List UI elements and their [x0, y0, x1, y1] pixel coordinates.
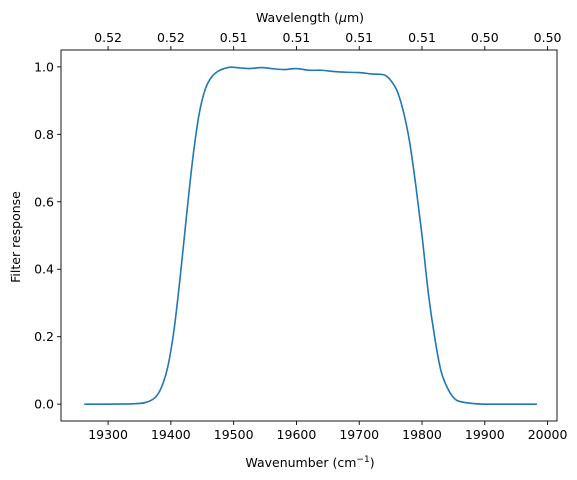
plot-frame: [60, 49, 558, 422]
y-axis-label: Filter response: [8, 191, 23, 283]
x-tick-label-5: 19800: [402, 427, 442, 442]
plot-area: [60, 49, 558, 422]
y-tick-label-0: 0.0: [34, 397, 54, 412]
x-tick-label-4: 19700: [339, 427, 379, 442]
y-tick-label-5: 1.0: [34, 59, 54, 74]
top-x-axis-label: Wavelength (μm): [256, 10, 364, 25]
x-axis-top: 0.52 0.52 0.51 0.51 0.51 0.51 0.50 0.50: [94, 30, 562, 50]
top-tick-label-4: 0.51: [345, 30, 373, 45]
y-tick-label-4: 0.8: [34, 127, 54, 142]
x-tick-label-3: 19600: [277, 427, 317, 442]
series-line-0: [84, 66, 537, 405]
x-tick-label-7: 20000: [528, 427, 568, 442]
y-tick-label-2: 0.4: [34, 262, 54, 277]
y-axis-left: 0.0 0.2 0.4 0.6 0.8 1.0: [34, 59, 61, 412]
top-tick-label-3: 0.51: [283, 30, 311, 45]
x-tick-label-6: 19900: [465, 427, 505, 442]
y-tick-label-1: 0.2: [34, 329, 54, 344]
x-axis-label: Wavenumber (cm−1): [245, 455, 374, 470]
top-tick-label-7: 0.50: [534, 30, 562, 45]
x-tick-label-2: 19500: [214, 427, 254, 442]
top-tick-label-1: 0.52: [157, 30, 185, 45]
top-tick-label-6: 0.50: [471, 30, 499, 45]
y-tick-label-3: 0.6: [34, 194, 54, 209]
x-tick-label-1: 19400: [151, 427, 191, 442]
top-tick-label-2: 0.51: [220, 30, 248, 45]
top-tick-label-5: 0.51: [408, 30, 436, 45]
x-axis-bottom: 19300 19400 19500 19600 19700 19800 19900 20000: [88, 421, 568, 442]
x-tick-label-0: 19300: [88, 427, 128, 442]
top-tick-label-0: 0.52: [94, 30, 122, 45]
